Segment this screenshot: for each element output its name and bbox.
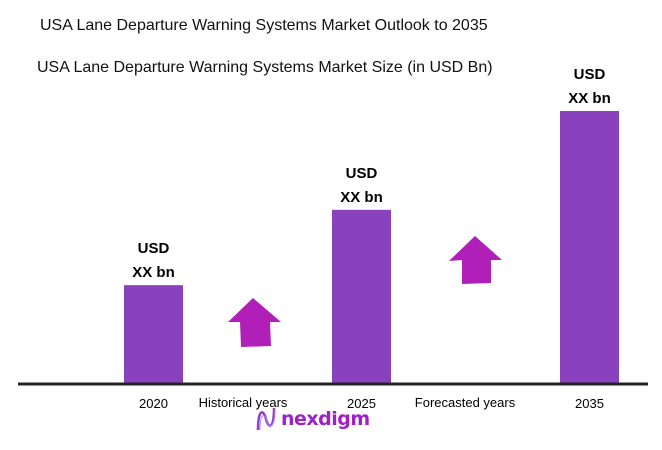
bar-2020 <box>124 285 183 383</box>
data-label: USD <box>346 165 378 182</box>
nexdigm-logo: nexdigm <box>255 406 370 432</box>
data-label: USD <box>574 66 606 83</box>
growth-arrow-historical <box>228 298 281 347</box>
bar-2025 <box>332 209 391 383</box>
annotation-historical: Historical years <box>199 395 288 410</box>
x-tick-label: 2035 <box>575 396 604 411</box>
annotation-forecast: Forecasted years <box>415 395 516 410</box>
data-label: XX bn <box>568 90 611 107</box>
chart-subtitle: USA Lane Departure Warning Systems Marke… <box>37 59 493 76</box>
data-label: XX bn <box>132 264 175 281</box>
chart-title: USA Lane Departure Warning Systems Marke… <box>40 17 488 34</box>
x-tick-label: 2025 <box>347 396 376 411</box>
bar-2035 <box>560 111 619 383</box>
data-label: USD <box>138 240 170 257</box>
nexdigm-logo-mark-icon <box>256 407 276 431</box>
logo-text: nexdigm <box>281 408 370 430</box>
x-tick-label: 2020 <box>139 396 168 411</box>
growth-arrow-forecast <box>449 236 502 284</box>
data-label: XX bn <box>340 189 383 206</box>
